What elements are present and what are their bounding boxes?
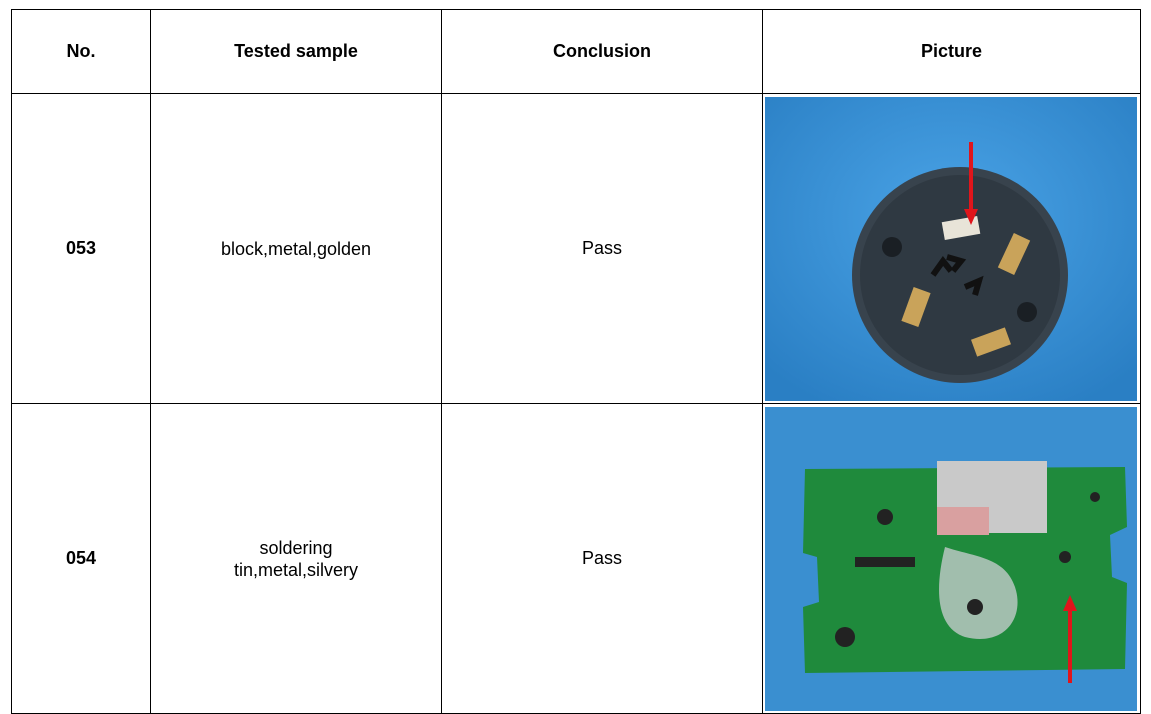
picture-cell (762, 93, 1141, 404)
number-cell: 054 (11, 403, 151, 714)
row: 053 block,metal,golden Pass (11, 93, 1141, 404)
photo-connector (765, 96, 1137, 401)
photo-pcb (765, 406, 1137, 711)
sample-text: block,metal,golden (220, 238, 372, 259)
sample-text: tin,metal,silvery (233, 559, 359, 580)
number-cell: 053 (11, 93, 151, 404)
results-table: No. Tested sample Conclusion Picture 053… (11, 9, 1141, 714)
header-cell: Tested sample (150, 9, 442, 94)
header-row: No. Tested sample Conclusion Picture (11, 9, 1141, 94)
sample-cell: block,metal,golden (150, 93, 442, 404)
header-cell: Conclusion (441, 9, 763, 94)
row: 054 soldering tin,metal,silvery Pass (11, 403, 1141, 714)
conclusion-cell: Pass (441, 403, 763, 714)
sample-cell: soldering tin,metal,silvery (150, 403, 442, 714)
sample-text: soldering (259, 537, 333, 558)
conclusion-cell: Pass (441, 93, 763, 404)
picture-cell (762, 403, 1141, 714)
header-cell: No. (11, 9, 151, 94)
header-cell: Picture (762, 9, 1141, 94)
